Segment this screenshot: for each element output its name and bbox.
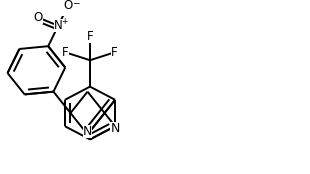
Text: N: N [54,19,63,32]
Text: N: N [83,125,92,138]
Text: O: O [34,11,43,24]
Text: −: − [73,0,80,7]
Text: N: N [110,122,120,135]
Text: O: O [64,0,73,12]
Text: F: F [87,30,93,43]
Text: +: + [61,17,67,26]
Text: F: F [111,46,118,59]
Text: F: F [62,46,69,59]
